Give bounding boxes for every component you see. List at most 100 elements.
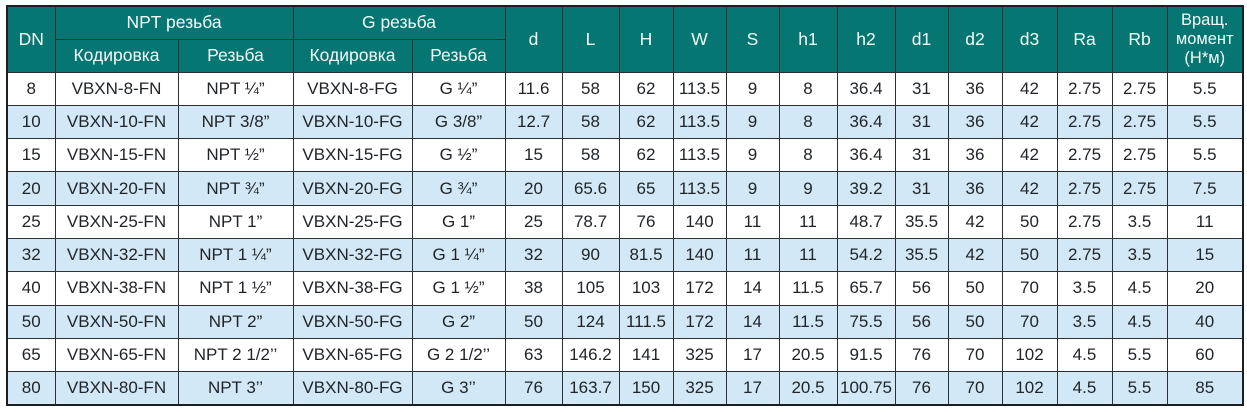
cell-rb: 2.75 xyxy=(1111,171,1168,206)
cell-d: 38 xyxy=(504,271,563,306)
cell-npt-coding: VBXN-80-FN xyxy=(54,371,179,406)
col-header-rb: Rb xyxy=(1111,5,1168,73)
cell-w: 172 xyxy=(672,304,727,339)
cell-h: 62 xyxy=(618,71,674,106)
cell-dn: 65 xyxy=(6,337,56,373)
cell-g-coding: VBXN-20-FG xyxy=(292,171,413,206)
cell-d2: 36 xyxy=(947,104,1003,140)
cell-g-coding: VBXN-38-FG xyxy=(292,271,413,306)
cell-s: 9 xyxy=(725,171,780,206)
cell-ra: 2.75 xyxy=(1056,171,1113,206)
cell-dn: 40 xyxy=(6,271,56,306)
cell-g-thread: G 1 ½” xyxy=(411,271,506,306)
cell-h1: 8 xyxy=(778,71,838,106)
cell-l: 65.6 xyxy=(561,171,620,206)
cell-h2: 36.4 xyxy=(836,71,896,106)
cell-h2: 91.5 xyxy=(836,337,896,373)
cell-h1: 11.5 xyxy=(778,304,838,339)
cell-d1: 31 xyxy=(894,138,949,173)
col-header-dn: DN xyxy=(6,5,56,73)
valve-dimensions-table: DN NPT резьба G резьба d L H W S h1 h2 d… xyxy=(6,5,1244,406)
cell-ra: 2.75 xyxy=(1056,71,1113,106)
col-header-h1: h1 xyxy=(778,5,838,73)
cell-rb: 4.5 xyxy=(1111,304,1168,339)
cell-torque: 60 xyxy=(1166,337,1244,373)
cell-d1: 56 xyxy=(894,304,949,339)
cell-g-coding: VBXN-8-FG xyxy=(292,71,413,106)
cell-rb: 2.75 xyxy=(1111,71,1168,106)
cell-rb: 3.5 xyxy=(1111,237,1168,273)
cell-d: 15 xyxy=(504,138,563,173)
header-row-groups: DN NPT резьба G резьба d L H W S h1 h2 d… xyxy=(6,5,1244,73)
cell-npt-coding: VBXN-20-FN xyxy=(54,171,179,206)
cell-npt-thread: NPT 1 ¼” xyxy=(177,237,294,273)
cell-d3: 42 xyxy=(1001,71,1058,106)
torque-label-line3: (Н*м) xyxy=(1184,48,1226,67)
cell-d2: 42 xyxy=(947,204,1003,239)
cell-d: 11.6 xyxy=(504,71,563,106)
col-header-l: L xyxy=(561,5,620,73)
cell-h1: 11 xyxy=(778,204,838,239)
cell-ra: 3.5 xyxy=(1056,304,1113,339)
cell-npt-coding: VBXN-8-FN xyxy=(54,71,179,106)
cell-l: 163.7 xyxy=(561,371,620,406)
cell-w: 140 xyxy=(672,237,727,273)
cell-h: 65 xyxy=(618,171,674,206)
cell-npt-thread: NPT 1 ½” xyxy=(177,271,294,306)
cell-d2: 50 xyxy=(947,271,1003,306)
cell-l: 58 xyxy=(561,138,620,173)
cell-w: 325 xyxy=(672,371,727,406)
cell-npt-thread: NPT 2 1/2’’ xyxy=(177,337,294,373)
cell-h: 103 xyxy=(618,271,674,306)
cell-h2: 36.4 xyxy=(836,104,896,140)
cell-h: 81.5 xyxy=(618,237,674,273)
table-row: 15 VBXN-15-FN NPT ½” VBXN-15-FG G ½” 15 … xyxy=(6,138,1244,173)
cell-d1: 76 xyxy=(894,337,949,373)
col-header-d1: d1 xyxy=(894,5,949,73)
table-row: 32 VBXN-32-FN NPT 1 ¼” VBXN-32-FG G 1 ¼”… xyxy=(6,237,1244,273)
cell-g-thread: G ½” xyxy=(411,138,506,173)
cell-g-thread: G 1” xyxy=(411,204,506,239)
cell-d2: 70 xyxy=(947,337,1003,373)
cell-g-thread: G 3/8” xyxy=(411,104,506,140)
col-group-npt-thread: NPT резьба xyxy=(54,5,294,40)
cell-g-coding: VBXN-10-FG xyxy=(292,104,413,140)
cell-h2: 75.5 xyxy=(836,304,896,339)
cell-torque: 40 xyxy=(1166,304,1244,339)
cell-npt-coding: VBXN-10-FN xyxy=(54,104,179,140)
col-header-d: d xyxy=(504,5,563,73)
cell-h1: 11 xyxy=(778,237,838,273)
cell-h1: 20.5 xyxy=(778,371,838,406)
table-row: 8 VBXN-8-FN NPT ¼” VBXN-8-FG G ¼” 11.6 5… xyxy=(6,71,1244,106)
cell-dn: 10 xyxy=(6,104,56,140)
cell-h1: 8 xyxy=(778,104,838,140)
cell-dn: 15 xyxy=(6,138,56,173)
cell-h: 141 xyxy=(618,337,674,373)
cell-npt-thread: NPT 1” xyxy=(177,204,294,239)
cell-h: 111.5 xyxy=(618,304,674,339)
cell-g-coding: VBXN-50-FG xyxy=(292,304,413,339)
cell-dn: 50 xyxy=(6,304,56,339)
cell-torque: 85 xyxy=(1166,371,1244,406)
col-header-npt-coding: Кодировка xyxy=(54,38,179,73)
cell-g-coding: VBXN-15-FG xyxy=(292,138,413,173)
cell-h2: 36.4 xyxy=(836,138,896,173)
cell-d: 25 xyxy=(504,204,563,239)
torque-label-line1: Вращ. xyxy=(1180,10,1229,29)
cell-d1: 56 xyxy=(894,271,949,306)
cell-h2: 54.2 xyxy=(836,237,896,273)
col-header-npt-thread: Резьба xyxy=(177,38,294,73)
cell-rb: 5.5 xyxy=(1111,371,1168,406)
cell-d2: 36 xyxy=(947,171,1003,206)
cell-d: 20 xyxy=(504,171,563,206)
table-row: 20 VBXN-20-FN NPT ¾” VBXN-20-FG G ¾” 20 … xyxy=(6,171,1244,206)
cell-l: 90 xyxy=(561,237,620,273)
cell-npt-thread: NPT 2” xyxy=(177,304,294,339)
cell-s: 14 xyxy=(725,304,780,339)
col-header-g-thread: Резьба xyxy=(411,38,506,73)
cell-h: 62 xyxy=(618,104,674,140)
cell-npt-coding: VBXN-15-FN xyxy=(54,138,179,173)
cell-d: 12.7 xyxy=(504,104,563,140)
cell-l: 124 xyxy=(561,304,620,339)
cell-npt-thread: NPT 3/8” xyxy=(177,104,294,140)
